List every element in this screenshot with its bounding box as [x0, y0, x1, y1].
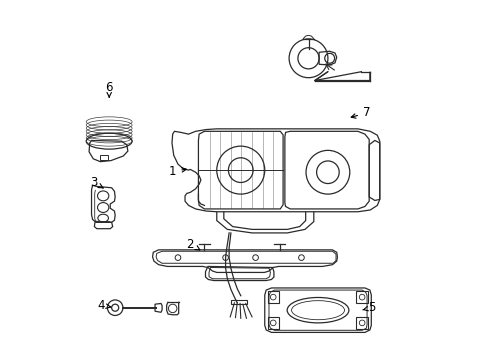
Text: 2: 2 — [187, 238, 200, 251]
Text: 7: 7 — [351, 107, 370, 120]
Text: 5: 5 — [363, 301, 376, 314]
Text: 6: 6 — [105, 81, 113, 97]
Text: 1: 1 — [169, 165, 186, 178]
Text: 3: 3 — [91, 176, 103, 189]
Text: 4: 4 — [98, 299, 111, 312]
